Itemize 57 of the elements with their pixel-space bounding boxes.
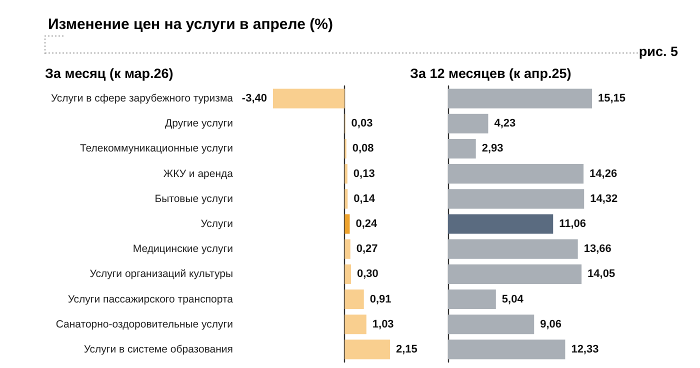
data-label: 0,13 xyxy=(353,168,375,180)
bar xyxy=(448,340,566,360)
bar xyxy=(448,239,578,259)
text: За месяц (к мар.26) xyxy=(45,66,174,81)
data-label: 9,06 xyxy=(540,318,562,330)
bar xyxy=(448,88,592,108)
y-tick-label: Услуги пассажирского транспорта xyxy=(68,293,234,306)
chart-title: Изменение цен на услуги в апреле (%) xyxy=(48,16,333,33)
bar xyxy=(448,314,534,334)
data-label: 4,23 xyxy=(494,118,516,130)
data-label: 14,05 xyxy=(588,268,616,280)
y-tick-label: Услуги xyxy=(200,218,234,230)
y-tick-label: ЖКУ и аренда xyxy=(163,168,234,180)
bar xyxy=(448,264,582,284)
data-label: 0,24 xyxy=(356,218,378,230)
data-label: 12,33 xyxy=(571,343,599,356)
data-label: 5,04 xyxy=(502,293,524,306)
y-tick-label: Санаторно-оздоровительные услуги xyxy=(56,318,234,330)
data-label: 2,93 xyxy=(482,142,504,155)
data-label: 14,26 xyxy=(590,168,618,180)
chart-title: За 12 месяцев (к апр.25) xyxy=(410,66,572,81)
data-label: 13,66 xyxy=(584,243,612,256)
bar xyxy=(344,189,348,209)
text: рис. 5 xyxy=(638,44,678,59)
y-tick-label: Бытовые услуги xyxy=(154,192,234,205)
data-label: 15,15 xyxy=(598,92,626,105)
data-label: 0,14 xyxy=(354,192,376,205)
bar xyxy=(344,214,350,234)
data-label: 1,03 xyxy=(372,318,394,330)
bar xyxy=(448,214,554,234)
bar xyxy=(344,239,350,259)
data-label: 0,27 xyxy=(356,243,378,256)
bar xyxy=(448,138,476,159)
data-label: 0,91 xyxy=(370,293,392,306)
bar xyxy=(448,289,496,310)
data-label: 11,06 xyxy=(559,218,586,230)
bar xyxy=(448,164,584,184)
bar xyxy=(344,164,348,184)
y-tick-label: Другие услуги xyxy=(165,118,234,130)
bar xyxy=(344,314,366,334)
y-tick-label: Услуги организаций культуры xyxy=(90,268,233,280)
data-label: 2,15 xyxy=(396,343,418,356)
data-label: 0,08 xyxy=(352,142,374,155)
bar xyxy=(448,114,488,134)
y-tick-label: Услуги в системе образования xyxy=(84,343,233,356)
y-tick-label: Телекоммуникационные услуги xyxy=(80,142,234,155)
bar xyxy=(344,289,364,310)
bar xyxy=(344,264,351,284)
data-label: -3,40 xyxy=(242,92,267,105)
data-label: 14,32 xyxy=(590,192,618,205)
bar xyxy=(344,340,390,360)
y-tick-label: Медицинские услуги xyxy=(132,243,234,256)
y-tick-label: Услуги в сфере зарубежного туризма xyxy=(50,92,234,105)
data-label: 0,03 xyxy=(351,118,373,130)
bar xyxy=(273,88,345,108)
bar xyxy=(448,189,584,209)
data-label: 0,30 xyxy=(357,268,378,280)
